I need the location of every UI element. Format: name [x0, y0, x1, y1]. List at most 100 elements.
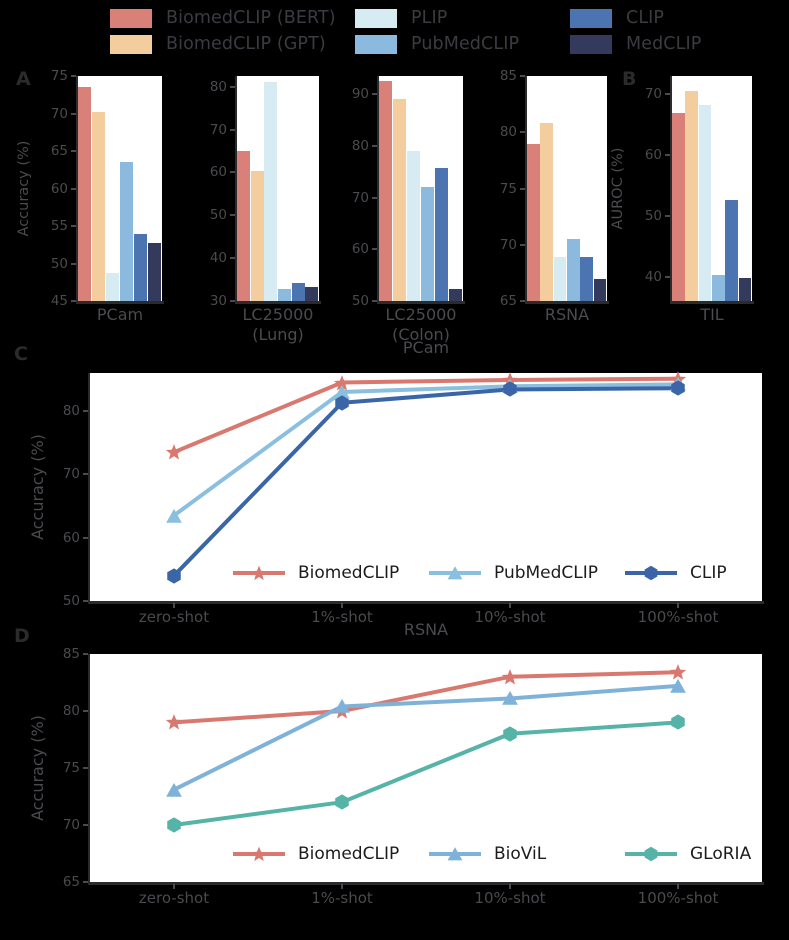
legend-line-icon — [429, 566, 481, 580]
bar-medclip — [305, 286, 319, 301]
y-tick-mark — [520, 187, 525, 190]
x-category-label: (Colon) — [392, 325, 450, 344]
bar-medclip — [738, 277, 752, 301]
bar-biomedclip-bert — [527, 143, 540, 301]
bar-medclip — [449, 288, 463, 301]
y-tick-mark — [665, 93, 670, 96]
bar-clip — [291, 283, 305, 301]
legend-label: PubMedCLIP — [411, 34, 520, 54]
legend-swatch-icon — [570, 8, 612, 28]
x-category-label: (Lung) — [252, 325, 304, 344]
panel-title: PCam — [402, 338, 450, 357]
y-tick-label: 75 — [499, 180, 517, 197]
y-tick-label: 90 — [351, 86, 369, 103]
x-tick-label: 1%-shot — [311, 889, 373, 907]
plot-area — [90, 370, 762, 601]
x-tick-label: 100%-shot — [637, 608, 719, 626]
bar-biomedclip-gpt — [250, 171, 264, 301]
y-tick-mark — [71, 225, 76, 227]
y-tick-mark — [520, 300, 525, 302]
bar-pubmedclip — [120, 162, 134, 301]
y-tick-mark — [372, 144, 377, 147]
legend-line-icon — [233, 565, 285, 581]
bar-pubmedclip — [421, 186, 435, 301]
y-axis-spine — [377, 76, 379, 301]
y-tick-mark — [665, 214, 670, 217]
legend-line-icon — [429, 847, 481, 861]
x-axis-spine — [88, 601, 764, 604]
panel-letter-b: B — [622, 68, 637, 90]
line-series-biomedclip — [172, 376, 680, 455]
bar-plip — [106, 273, 120, 301]
y-tick-mark — [83, 767, 88, 769]
y-tick-mark — [230, 257, 235, 260]
inline-legend-label: GLoRIA — [690, 844, 752, 864]
bar-plip — [407, 151, 421, 301]
plot-area — [90, 654, 762, 882]
figure-legend: BiomedCLIP (BERT) BiomedCLIP (GPT) PLIP Pub… — [0, 0, 789, 58]
y-tick-label: 60 — [209, 164, 227, 181]
bar-clip — [580, 257, 594, 301]
data-point-biomedclip-1-shot — [333, 374, 351, 390]
y-tick-label: 85 — [499, 68, 517, 84]
y-tick-label: 80 — [62, 703, 80, 719]
y-tick-label: 40 — [209, 250, 227, 267]
y-tick-label: 50 — [50, 255, 68, 272]
y-tick-label: 30 — [209, 293, 227, 309]
y-tick-mark — [372, 248, 377, 251]
panel-letter-c: C — [14, 343, 28, 365]
x-axis-spine — [377, 301, 465, 304]
legend-line-icon — [233, 846, 285, 862]
line-series-layer — [172, 376, 680, 578]
bar-biomedclip-gpt — [540, 123, 554, 301]
legend-marker-icon — [251, 565, 267, 581]
y-tick-label: 70 — [644, 86, 662, 103]
data-point-biomedclip-100-shot — [669, 664, 687, 680]
y-tick-label: 80 — [62, 403, 80, 419]
y-tick-label: 70 — [62, 817, 80, 833]
bar-biomedclip-bert — [78, 87, 92, 301]
y-tick-mark — [230, 85, 235, 88]
data-point-biomedclip-zero-shot — [165, 444, 183, 460]
legend-line-icon — [625, 846, 677, 862]
legend-item-plip: PLIP — [355, 8, 447, 28]
plot-area — [672, 76, 752, 301]
bar-clip — [725, 200, 739, 301]
x-category-label: LC25000 — [242, 305, 314, 324]
data-point-gloria-10-shot — [503, 726, 517, 742]
bar-plip — [264, 82, 278, 301]
y-tick-mark — [83, 410, 88, 412]
y-tick-mark — [83, 653, 88, 655]
plot-area — [237, 76, 319, 301]
y-tick-label: 70 — [209, 121, 227, 138]
x-tick-label: 10%-shot — [474, 608, 546, 626]
bar-pubmedclip — [567, 239, 580, 301]
bar-clip — [435, 168, 449, 301]
legend-label: CLIP — [626, 8, 665, 28]
y-tick-label: 40 — [644, 268, 662, 285]
line-series-clip — [172, 386, 680, 578]
y-tick-mark — [665, 275, 670, 278]
y-tick-label: 70 — [50, 105, 68, 122]
y-tick-label: 80 — [499, 124, 517, 141]
data-point-gloria-1-shot — [335, 794, 349, 810]
bar-clip — [134, 233, 148, 301]
x-category-label: TIL — [700, 305, 724, 324]
y-axis-spine — [235, 76, 237, 301]
x-tick-mark — [173, 884, 175, 889]
y-tick-label: 80 — [209, 78, 227, 95]
bar-plip — [553, 257, 567, 301]
x-axis-spine — [670, 301, 754, 304]
y-tick-mark — [83, 824, 88, 826]
bar-pubmedclip — [712, 274, 725, 301]
bar-chart-til: 40 50 60 70 TIL AUROC (%) — [0, 0, 789, 340]
y-tick-mark — [71, 300, 76, 302]
legend-swatch-icon — [570, 34, 612, 54]
inline-legend-item-gloria: GLoRIA — [625, 844, 751, 864]
legend-swatch-icon — [355, 34, 397, 54]
y-tick-mark — [83, 881, 88, 883]
inline-legend-item-biomedclip: BiomedCLIP — [233, 844, 399, 864]
data-point-biomedclip-zero-shot — [165, 714, 183, 730]
legend-label: MedCLIP — [626, 34, 702, 54]
